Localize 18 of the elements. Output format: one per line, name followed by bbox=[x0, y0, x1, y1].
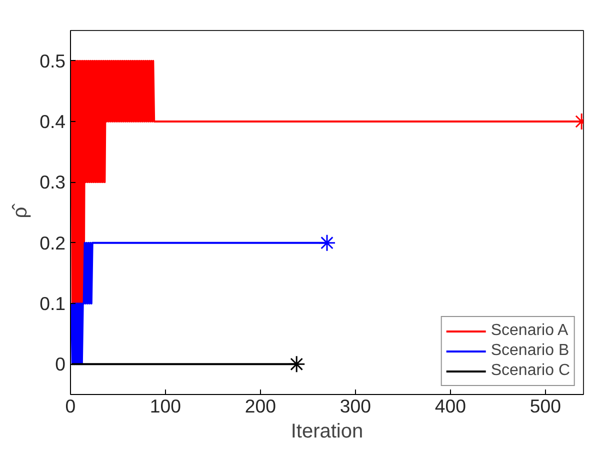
x-tick-label: 100 bbox=[150, 396, 182, 416]
legend-label: Scenario C bbox=[490, 362, 570, 380]
y-tick-label: 0.4 bbox=[40, 111, 66, 132]
x-tick-label: 400 bbox=[434, 396, 466, 416]
x-tick-label: 300 bbox=[340, 396, 372, 416]
y-tick-label: 0 bbox=[55, 354, 66, 375]
point bbox=[288, 355, 306, 373]
y-tick-label: 0.1 bbox=[40, 293, 66, 314]
legend-label: Scenario A bbox=[490, 322, 568, 340]
y-axis-title: ρ̂ bbox=[10, 202, 32, 218]
y-tick-label: 0.3 bbox=[40, 172, 66, 193]
x-axis-title: Iteration bbox=[290, 420, 364, 442]
point bbox=[318, 234, 336, 252]
x-tick-label: 200 bbox=[244, 396, 276, 416]
legend-label: Scenario B bbox=[490, 342, 570, 360]
y-tick-label: 0.2 bbox=[40, 232, 66, 254]
x-tick-label: 500 bbox=[530, 396, 562, 416]
y-tick-label: 0.5 bbox=[40, 50, 66, 72]
